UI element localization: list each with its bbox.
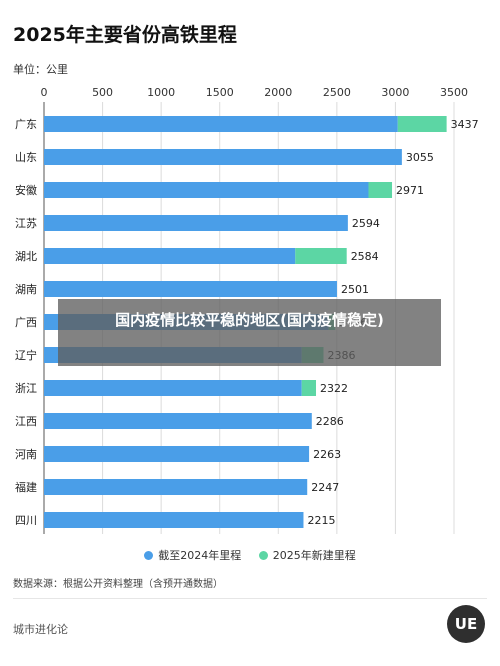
bar-2025-new: [397, 116, 447, 132]
overlay-text: 国内疫情比较平稳的地区(国内疫情稳定): [115, 311, 384, 329]
value-label: 2247: [311, 481, 339, 494]
category-label: 安徽: [15, 183, 37, 197]
value-label: 3437: [451, 118, 479, 131]
value-label: 2501: [341, 283, 369, 296]
bar-2025-new: [301, 380, 317, 396]
x-tick-label: 1000: [147, 86, 175, 99]
value-label: 2263: [313, 448, 341, 461]
x-tick-labels: 0 500 1000 1500 2000 2500 3000 3500: [41, 86, 469, 99]
bar-2025-new: [295, 248, 347, 264]
headline-overlay: 国内疫情比较平稳的地区(国内疫情稳定): [58, 299, 441, 366]
chart-title: 2025年主要省份高铁里程: [13, 24, 237, 46]
value-label: 2286: [316, 415, 344, 428]
x-tick-label: 1500: [206, 86, 234, 99]
legend-swatch-2025: [258, 551, 268, 560]
value-label: 2322: [320, 382, 348, 395]
bar-2024: [44, 149, 402, 165]
category-label: 江西: [15, 415, 37, 428]
bar-2024: [44, 413, 312, 429]
category-label: 福建: [15, 480, 37, 494]
value-label: 2215: [307, 514, 335, 527]
value-label: 3055: [406, 151, 434, 164]
category-label: 江苏: [15, 217, 37, 230]
x-tick-label: 2500: [323, 86, 351, 99]
x-tick-label: 2000: [264, 86, 292, 99]
bar-2025-new: [368, 182, 393, 198]
bar-2024: [44, 281, 337, 297]
bar-2024: [44, 380, 302, 396]
category-label: 河南: [15, 448, 37, 461]
legend-swatch-2024: [144, 551, 154, 560]
legend-item-2025: 2025年新建里程: [258, 547, 356, 563]
unit-label: 单位：公里: [13, 63, 68, 76]
bar-2024: [44, 512, 304, 528]
category-label: 辽宁: [15, 348, 37, 362]
category-label: 浙江: [15, 382, 37, 395]
legend-label-2025: 2025年新建里程: [272, 549, 356, 562]
bar-2024: [44, 446, 310, 462]
x-tick-label: 500: [92, 86, 113, 99]
data-source-note: 数据来源：根据公开资料整理（含预开通数据）: [13, 579, 223, 590]
category-label: 山东: [15, 151, 37, 164]
legend: 截至2024年里程 2025年新建里程: [0, 547, 500, 563]
x-tick-label: 3000: [381, 86, 409, 99]
legend-label-2024: 截至2024年里程: [158, 549, 242, 562]
footer-divider: [13, 598, 487, 599]
category-label: 湖北: [15, 250, 37, 263]
brand-name: 城市进化论: [13, 623, 68, 636]
category-label: 广西: [15, 316, 37, 329]
bar-2024: [44, 182, 369, 198]
bar-2024: [44, 215, 348, 231]
brand-logo: UE: [447, 605, 485, 643]
bar-2024: [44, 479, 308, 495]
category-label: 广东: [15, 118, 37, 131]
value-label: 2584: [351, 250, 379, 263]
legend-item-2024: 截至2024年里程: [144, 547, 241, 563]
category-label: 四川: [15, 514, 37, 527]
value-label: 2594: [352, 217, 380, 230]
bar-2024: [44, 116, 398, 132]
x-tick-label: 0: [41, 86, 48, 99]
value-label: 2971: [396, 184, 424, 197]
category-label: 湖南: [15, 283, 37, 296]
x-tick-label: 3500: [440, 86, 468, 99]
bar-2024: [44, 248, 296, 264]
